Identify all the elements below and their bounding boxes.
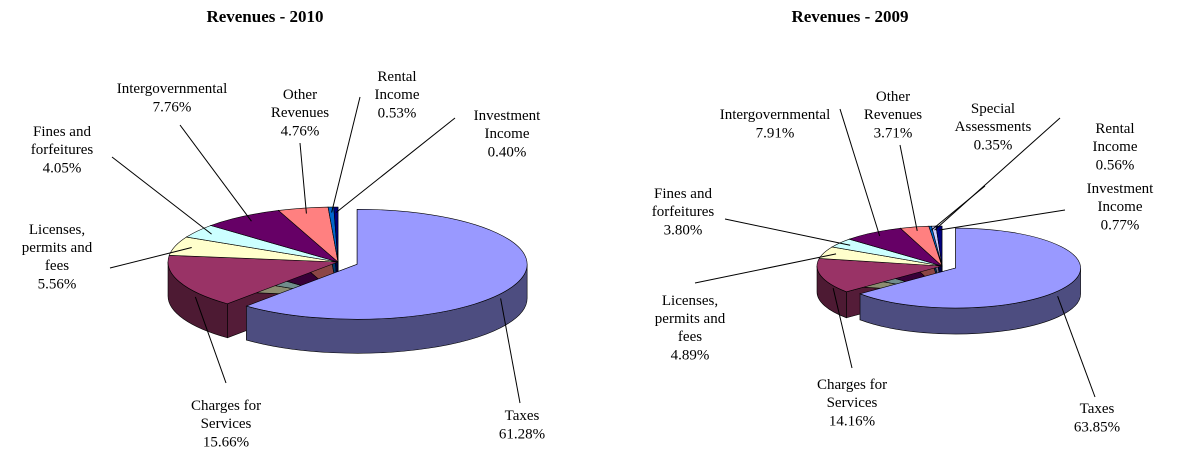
value-label: 0.35% bbox=[974, 137, 1013, 153]
leader-line bbox=[194, 296, 227, 384]
value-label: 3.80% bbox=[664, 222, 703, 238]
value-label: 14.16% bbox=[829, 413, 875, 429]
category-label-line: Fines and bbox=[33, 124, 91, 140]
category-label-line: forfeitures bbox=[652, 204, 715, 220]
leader-line bbox=[500, 298, 521, 404]
category-label-line: Taxes bbox=[1080, 401, 1115, 417]
category-label-line: permits and bbox=[655, 311, 726, 327]
category-label: Special Assessments bbox=[955, 101, 1032, 135]
leader-line bbox=[299, 142, 307, 214]
leader-line bbox=[724, 218, 851, 246]
category-label: Intergovernmental bbox=[117, 81, 228, 97]
category-label-line: Intergovernmental bbox=[117, 81, 228, 97]
leader-line bbox=[939, 209, 1066, 231]
leader-line bbox=[331, 96, 361, 213]
value-label: 4.76% bbox=[281, 123, 320, 139]
leader-line bbox=[694, 253, 837, 284]
value-label: 61.28% bbox=[499, 426, 545, 442]
category-label: Fines and forfeitures bbox=[652, 186, 715, 220]
value-label: 3.71% bbox=[874, 125, 913, 141]
category-label-line: Investment bbox=[1087, 181, 1154, 197]
slice bbox=[245, 208, 528, 320]
leader-line bbox=[335, 117, 456, 213]
category-label-line: forfeitures bbox=[31, 142, 94, 158]
leader-line bbox=[839, 108, 881, 237]
value-label: 4.05% bbox=[43, 160, 82, 176]
category-label-line: Income bbox=[1093, 139, 1138, 155]
value-label: 15.66% bbox=[203, 434, 249, 450]
category-label-line: Other bbox=[876, 89, 910, 105]
value-label: 0.53% bbox=[378, 105, 417, 121]
category-label-line: fees bbox=[45, 258, 69, 274]
category-label: Taxes bbox=[1080, 401, 1115, 417]
leader-line bbox=[1057, 296, 1096, 398]
category-label-line: Rental bbox=[377, 69, 416, 85]
slice bbox=[816, 258, 943, 293]
chart-title: Revenues - 2009 bbox=[791, 7, 908, 26]
leader-line bbox=[111, 156, 212, 235]
pie bbox=[167, 206, 528, 354]
category-label: Investment Income bbox=[474, 108, 541, 142]
category-label: Other Revenues bbox=[864, 89, 922, 123]
value-label: 0.56% bbox=[1096, 157, 1135, 173]
category-label-line: Taxes bbox=[505, 408, 540, 424]
value-label: 63.85% bbox=[1074, 419, 1120, 435]
category-label: Rental Income bbox=[375, 69, 420, 103]
category-label: Charges for Services bbox=[191, 398, 261, 432]
leader-line bbox=[179, 124, 252, 222]
category-label-line: Other bbox=[283, 87, 317, 103]
leader-line bbox=[934, 117, 1061, 231]
leader-line bbox=[899, 144, 918, 231]
slice bbox=[167, 255, 339, 305]
chart-title: Revenues - 2010 bbox=[206, 7, 323, 26]
category-label-line: Assessments bbox=[955, 119, 1032, 135]
category-label: Charges for Services bbox=[817, 377, 887, 411]
category-label-line: Services bbox=[201, 416, 252, 432]
value-label: 0.40% bbox=[488, 144, 527, 160]
category-label-line: Charges for bbox=[191, 398, 261, 414]
category-label-line: Income bbox=[1098, 199, 1143, 215]
category-label-line: Fines and bbox=[654, 186, 712, 202]
category-label-line: Special bbox=[971, 101, 1015, 117]
value-label: 4.89% bbox=[671, 347, 710, 363]
category-label: Rental Income bbox=[1093, 121, 1138, 155]
category-label-line: Rental bbox=[1095, 121, 1134, 137]
slice bbox=[333, 206, 339, 263]
category-label-line: fees bbox=[678, 329, 702, 345]
value-label: 7.76% bbox=[153, 99, 192, 115]
leader-line bbox=[832, 287, 853, 369]
value-label: 7.91% bbox=[756, 125, 795, 141]
category-label-line: Intergovernmental bbox=[720, 107, 831, 123]
category-label: Taxes bbox=[505, 408, 540, 424]
category-label-line: Income bbox=[375, 87, 420, 103]
category-label-line: Revenues bbox=[271, 105, 329, 121]
category-label-line: Investment bbox=[474, 108, 541, 124]
value-label: 5.56% bbox=[38, 276, 77, 292]
category-label-line: Licenses, bbox=[29, 222, 85, 238]
category-label: Licenses, permits and fees bbox=[655, 293, 726, 345]
category-label-line: Licenses, bbox=[662, 293, 718, 309]
category-label-line: permits and bbox=[22, 240, 93, 256]
category-label: Other Revenues bbox=[271, 87, 329, 121]
category-label-line: Income bbox=[485, 126, 530, 142]
category-label-line: Charges for bbox=[817, 377, 887, 393]
category-label-line: Revenues bbox=[864, 107, 922, 123]
category-label: Licenses, permits and fees bbox=[22, 222, 93, 274]
slice bbox=[859, 227, 1081, 309]
category-label: Fines and forfeitures bbox=[31, 124, 94, 158]
category-label: Intergovernmental bbox=[720, 107, 831, 123]
category-label-line: Services bbox=[827, 395, 878, 411]
pie bbox=[816, 225, 1081, 335]
category-label: Investment Income bbox=[1087, 181, 1154, 215]
leader-line bbox=[109, 247, 192, 269]
value-label: 0.77% bbox=[1101, 217, 1140, 233]
